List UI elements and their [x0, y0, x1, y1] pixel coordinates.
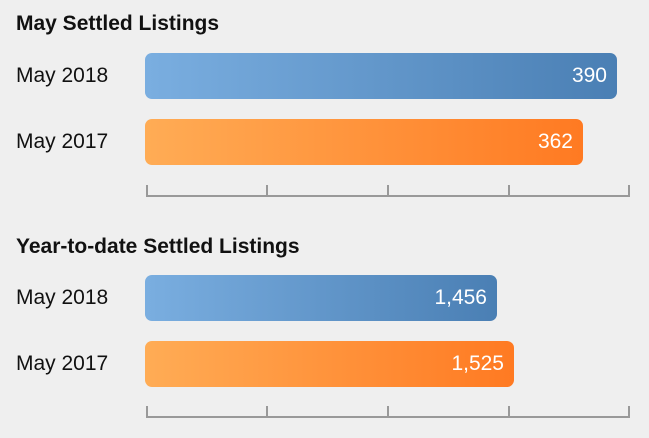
category-label: May 2017 [16, 130, 109, 153]
bar-row: May 2017 1,525 [0, 341, 649, 387]
x-axis [146, 406, 630, 418]
bar-may-2017: 1,525 [145, 341, 514, 387]
chart-may-settled: May Settled Listings May 2018 390 May 20… [0, 12, 649, 197]
bar-row: May 2018 1,456 [0, 275, 649, 321]
bar-row: May 2018 390 [0, 53, 649, 99]
bar-may-2017: 362 [145, 119, 583, 165]
bar-may-2018: 1,456 [145, 275, 497, 321]
chart-title: May Settled Listings [16, 12, 220, 35]
chart-title: Year-to-date Settled Listings [16, 235, 300, 258]
bar-value-label: 362 [537, 130, 573, 153]
category-label: May 2018 [16, 286, 109, 309]
bar-value-label: 390 [571, 64, 607, 87]
bar-value-label: 1,525 [451, 352, 504, 375]
bar-may-2018: 390 [145, 53, 617, 99]
category-label: May 2018 [16, 64, 109, 87]
x-axis [146, 185, 630, 197]
bar-value-label: 1,456 [434, 286, 487, 309]
chart-ytd-settled: Year-to-date Settled Listings May 2018 1… [0, 219, 649, 438]
category-label: May 2017 [16, 352, 109, 375]
bar-row: May 2017 362 [0, 119, 649, 165]
